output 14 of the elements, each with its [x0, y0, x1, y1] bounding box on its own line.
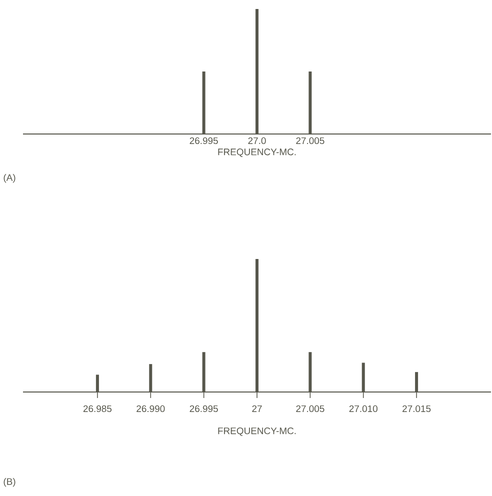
x-tick-label: 27.005: [296, 137, 324, 144]
x-tick-label: 27.005: [296, 405, 324, 412]
x-axis-title: FREQUENCY-MC.: [218, 148, 296, 157]
x-tick-label: 26.990: [136, 405, 165, 412]
x-tick-label: 27.015: [402, 405, 431, 412]
x-tick-label: 27: [252, 405, 262, 412]
x-tick-label: 26.995: [190, 137, 218, 144]
x-tick-label: 26.995: [190, 405, 218, 412]
text: (B): [4, 478, 16, 487]
text: (A): [4, 174, 16, 183]
x-tick-label: 27.010: [349, 405, 378, 412]
x-tick-label: 27.0: [248, 137, 266, 144]
x-tick-label: 26.985: [83, 405, 112, 412]
x-axis-title: FREQUENCY-MC.: [218, 427, 296, 436]
